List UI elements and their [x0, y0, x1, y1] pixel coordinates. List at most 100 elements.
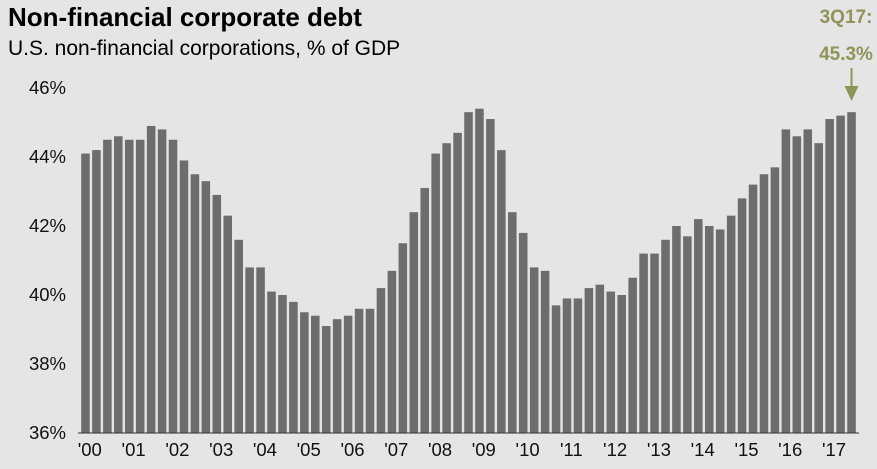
bar-2Q12 — [617, 295, 626, 433]
x-tick-label: '17 — [822, 439, 846, 460]
bar-4Q12 — [639, 253, 648, 433]
bar-3Q07 — [409, 212, 419, 433]
bar-1Q14 — [694, 219, 703, 433]
bar-4Q04 — [289, 301, 298, 433]
bar-3Q04 — [278, 295, 287, 433]
bar-4Q13 — [683, 236, 692, 433]
y-tick-label: 44% — [29, 146, 66, 167]
bar-4Q00 — [114, 136, 123, 434]
bar-4Q08 — [464, 112, 473, 434]
x-tick-label: '11 — [560, 439, 583, 460]
bar-2Q09 — [486, 119, 495, 434]
x-tick-label: '07 — [384, 439, 408, 460]
bar-1Q16 — [781, 129, 791, 433]
latest-value-callout: 3Q17: 45.3% — [819, 7, 873, 101]
bar-2Q11 — [573, 298, 583, 433]
bar-2Q17 — [836, 115, 845, 433]
x-axis: '00 '01 '02 '03 '04 '05 '06 '07 '08 '09 '10 '11 '12 '… — [78, 439, 846, 460]
bar-4Q02 — [201, 181, 211, 433]
bar-2Q01 — [135, 139, 145, 433]
bar-2Q02 — [179, 160, 189, 433]
bar-3Q13 — [672, 226, 681, 433]
x-tick-label: '09 — [472, 439, 496, 460]
x-tick-label: '10 — [516, 439, 540, 460]
x-tick-label: '06 — [340, 439, 364, 460]
bar-1Q10 — [518, 232, 528, 433]
callout-arrow-head — [844, 86, 859, 101]
bar-series — [81, 108, 856, 434]
bar-1Q05 — [300, 312, 309, 433]
y-tick-label: 40% — [29, 284, 66, 305]
x-tick-label: '01 — [122, 439, 146, 460]
bar-3Q09 — [497, 150, 506, 433]
x-tick-label: '15 — [734, 439, 758, 460]
bar-3Q00 — [103, 139, 112, 433]
bar-2Q06 — [354, 308, 364, 433]
bar-3Q10 — [540, 270, 550, 433]
bar-3Q15 — [759, 174, 769, 433]
y-axis: 36% 38% 40% 42% 44% 46% — [29, 77, 66, 443]
bar-4Q07 — [420, 188, 429, 433]
x-tick-label: '02 — [165, 439, 189, 460]
bar-4Q09 — [508, 212, 517, 433]
bar-2Q04 — [267, 291, 276, 433]
bar-3Q08 — [453, 132, 462, 433]
bar-3Q14 — [715, 229, 725, 433]
y-tick-label: 42% — [29, 215, 66, 236]
x-tick-label: '00 — [78, 439, 102, 460]
bar-1Q02 — [168, 139, 178, 433]
bar-3Q02 — [190, 174, 200, 433]
bar-1Q12 — [606, 291, 616, 433]
bar-1Q08 — [431, 153, 440, 434]
y-tick-label: 46% — [29, 77, 66, 98]
bar-3Q06 — [365, 308, 375, 433]
bar-4Q06 — [376, 288, 386, 433]
bar-4Q03 — [245, 267, 254, 433]
bar-3Q03 — [234, 239, 243, 433]
x-tick-label: '05 — [297, 439, 321, 460]
bar-4Q05 — [332, 319, 342, 433]
x-tick-label: '12 — [603, 439, 627, 460]
bar-3Q11 — [584, 288, 594, 433]
bar-1Q07 — [387, 270, 397, 433]
bar-4Q16 — [814, 143, 823, 433]
bar-2Q13 — [661, 239, 670, 433]
bar-3Q01 — [146, 125, 156, 433]
bar-1Q00 — [81, 153, 90, 434]
bar-3Q05 — [321, 326, 331, 433]
bar-1Q09 — [475, 108, 484, 433]
callout-value: 45.3% — [819, 44, 873, 65]
chart-title: Non-financial corporate debt — [8, 2, 362, 32]
bar-1Q06 — [343, 315, 353, 433]
x-tick-label: '08 — [428, 439, 452, 460]
bar-2Q16 — [792, 136, 802, 434]
bar-2Q14 — [704, 226, 714, 433]
bar-1Q13 — [650, 253, 659, 433]
x-tick-label: '03 — [209, 439, 233, 460]
bar-3Q12 — [628, 277, 637, 433]
bar-4Q14 — [726, 215, 736, 433]
bar-2Q05 — [311, 315, 320, 433]
bar-1Q04 — [256, 267, 265, 433]
bar-1Q03 — [212, 194, 222, 433]
bar-4Q10 — [551, 305, 561, 433]
bar-1Q11 — [562, 298, 572, 433]
y-tick-label: 38% — [29, 353, 66, 374]
x-tick-label: '13 — [647, 439, 671, 460]
callout-label: 3Q17: — [820, 7, 873, 28]
bar-2Q10 — [529, 267, 539, 433]
bar-1Q01 — [124, 139, 134, 433]
bar-3Q16 — [803, 129, 813, 433]
x-tick-label: '14 — [691, 439, 715, 460]
bar-4Q01 — [157, 129, 167, 433]
y-tick-label: 36% — [29, 422, 66, 443]
bar-2Q08 — [442, 143, 451, 433]
bar-2Q15 — [748, 184, 758, 433]
bar-2Q00 — [92, 150, 101, 433]
chart-subtitle: U.S. non-financial corporations, % of GD… — [8, 37, 401, 60]
bar-4Q11 — [595, 284, 605, 433]
bar-2Q07 — [398, 243, 408, 433]
bar-4Q15 — [770, 167, 780, 433]
